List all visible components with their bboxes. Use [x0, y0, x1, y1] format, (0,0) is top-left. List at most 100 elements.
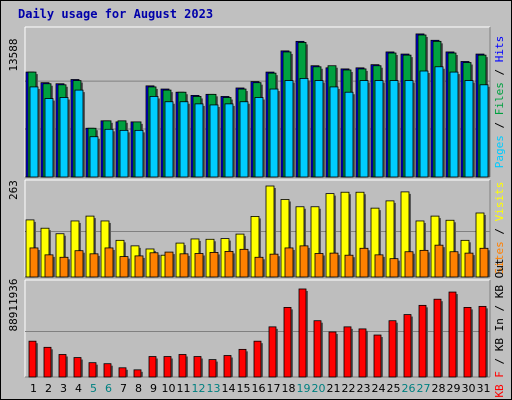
bar-sites-21: [329, 252, 339, 278]
bar-kb-f-6: [103, 363, 112, 378]
bar-pages-16: [254, 97, 264, 178]
bar-kb-f-21: [328, 331, 337, 378]
x-tick-30: 30: [462, 382, 476, 395]
bar-kb-f-23: [358, 328, 367, 378]
x-tick-5: 5: [90, 382, 97, 395]
legend-kb-f: KB F: [493, 371, 506, 398]
x-tick-3: 3: [60, 382, 67, 395]
bar-sites-10: [164, 251, 174, 278]
bar-kb-f-29: [448, 291, 457, 378]
x-tick-11: 11: [177, 382, 191, 395]
bar-pages-28: [434, 66, 444, 178]
chart-title: Daily usage for August 2023: [18, 7, 214, 21]
bar-sites-22: [344, 254, 354, 278]
x-tick-15: 15: [237, 382, 251, 395]
bar-pages-1: [29, 86, 39, 178]
bar-pages-31: [479, 84, 489, 178]
legend-pages: Pages: [493, 135, 506, 168]
y-tick-label: 263: [7, 180, 20, 200]
x-tick-14: 14: [222, 382, 236, 395]
bar-kb-f-1: [28, 340, 37, 378]
bar-sites-6: [104, 247, 114, 278]
bar-sites-28: [434, 244, 444, 278]
bar-kb-f-10: [163, 356, 172, 378]
bar-pages-29: [449, 71, 459, 178]
bar-pages-5: [89, 136, 99, 178]
x-tick-4: 4: [75, 382, 82, 395]
bar-sites-7: [119, 256, 129, 278]
x-tick-23: 23: [357, 382, 371, 395]
bar-pages-10: [164, 101, 174, 178]
bar-pages-12: [194, 103, 204, 178]
y-tick-label: 88911936: [7, 279, 20, 332]
x-tick-2: 2: [45, 382, 52, 395]
legend-kb-out: KB Out: [493, 258, 506, 298]
bar-kb-f-16: [253, 340, 262, 378]
bar-sites-31: [479, 247, 489, 278]
y-tick-label: 13588: [7, 38, 20, 71]
bar-sites-29: [449, 251, 459, 278]
x-tick-8: 8: [135, 382, 142, 395]
x-tick-21: 21: [327, 382, 341, 395]
bar-sites-25: [389, 258, 399, 278]
bar-kb-f-17: [268, 326, 277, 378]
x-tick-19: 19: [297, 382, 311, 395]
x-tick-25: 25: [387, 382, 401, 395]
bar-pages-9: [149, 96, 159, 178]
x-tick-24: 24: [372, 382, 386, 395]
bar-sites-16: [254, 256, 264, 278]
bar-sites-17: [269, 253, 279, 278]
x-tick-26: 26: [402, 382, 416, 395]
x-tick-27: 27: [417, 382, 431, 395]
bar-pages-17: [269, 88, 279, 178]
bar-pages-26: [404, 80, 414, 178]
axis-label: KB F / KB In / KB Out: [493, 258, 506, 397]
x-tick-16: 16: [252, 382, 266, 395]
bar-kb-f-7: [118, 367, 127, 378]
x-tick-13: 13: [207, 382, 221, 395]
bar-pages-14: [224, 103, 234, 178]
bar-kb-f-9: [148, 356, 157, 378]
bar-sites-3: [59, 256, 69, 278]
bar-pages-23: [359, 80, 369, 178]
bar-pages-21: [329, 86, 339, 178]
bar-sites-15: [239, 248, 249, 278]
bar-kb-f-19: [298, 288, 307, 378]
x-tick-29: 29: [447, 382, 461, 395]
bar-kb-f-24: [373, 334, 382, 378]
x-tick-6: 6: [105, 382, 112, 395]
bar-kb-f-20: [313, 320, 322, 378]
bar-pages-13: [209, 104, 219, 178]
bar-kb-f-27: [418, 304, 427, 378]
bar-kb-f-30: [463, 307, 472, 378]
bar-kb-f-15: [238, 348, 247, 378]
bar-pages-30: [464, 80, 474, 178]
bar-pages-3: [59, 97, 69, 178]
bar-kb-f-2: [43, 346, 52, 378]
bar-sites-18: [284, 247, 294, 278]
bar-sites-2: [44, 254, 54, 278]
x-tick-12: 12: [192, 382, 206, 395]
bar-kb-f-14: [223, 355, 232, 378]
bar-kb-f-26: [403, 314, 412, 378]
x-tick-10: 10: [162, 382, 176, 395]
bar-sites-26: [404, 251, 414, 278]
bar-kb-f-28: [433, 298, 442, 378]
x-tick-9: 9: [150, 382, 157, 395]
legend-hits: Hits: [493, 36, 506, 63]
x-tick-20: 20: [312, 382, 326, 395]
bar-pages-2: [44, 98, 54, 178]
bar-sites-14: [224, 250, 234, 278]
bar-pages-4: [74, 89, 84, 178]
bar-kb-f-13: [208, 359, 217, 378]
bar-pages-19: [299, 78, 309, 178]
bar-sites-1: [29, 247, 39, 278]
bar-sites-5: [89, 253, 99, 278]
bar-pages-11: [179, 101, 189, 178]
x-tick-7: 7: [120, 382, 127, 395]
bar-pages-20: [314, 80, 324, 178]
bar-sites-8: [134, 255, 144, 278]
bar-sites-30: [464, 252, 474, 278]
bar-sites-13: [209, 252, 219, 278]
bar-sites-20: [314, 253, 324, 278]
